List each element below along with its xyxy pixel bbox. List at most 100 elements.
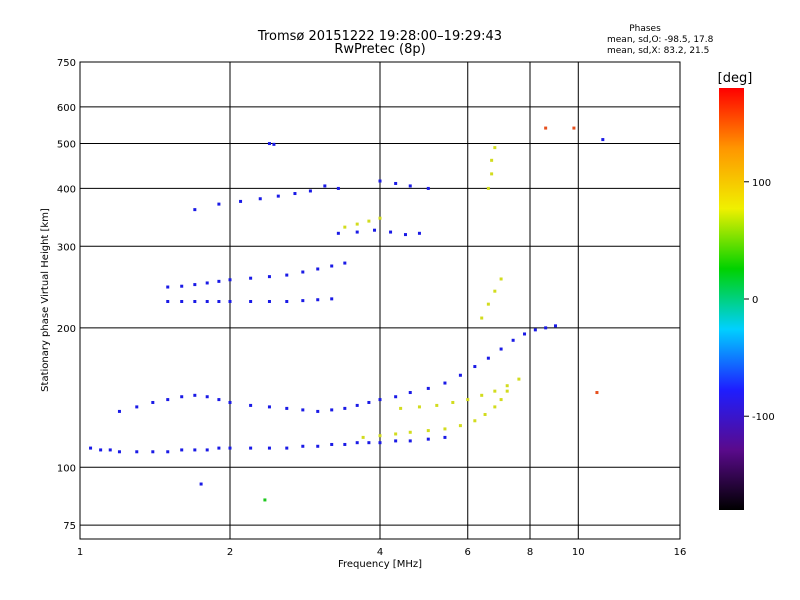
data-point — [336, 186, 340, 190]
data-point — [205, 448, 209, 452]
data-point — [486, 186, 490, 190]
data-point — [89, 446, 93, 450]
data-point — [316, 298, 320, 302]
data-point — [249, 403, 253, 407]
data-point — [361, 435, 365, 439]
stats-heading: Phases — [629, 24, 661, 34]
data-point — [443, 435, 447, 439]
data-point — [249, 299, 253, 303]
data-point — [394, 181, 398, 185]
data-point — [595, 391, 599, 395]
x-tick-label: 4 — [377, 547, 383, 558]
data-point — [473, 419, 477, 423]
data-point — [180, 395, 184, 399]
data-point — [267, 299, 271, 303]
data-point — [343, 225, 347, 229]
data-point — [180, 299, 184, 303]
data-point — [217, 279, 221, 283]
data-point — [493, 405, 497, 409]
data-point — [417, 405, 421, 409]
data-point — [355, 222, 359, 226]
data-point — [443, 381, 447, 385]
data-point — [523, 332, 527, 336]
data-point — [493, 289, 497, 293]
data-point — [408, 430, 412, 434]
x-axis-label: Frequency [MHz] — [338, 559, 422, 570]
data-point — [466, 398, 470, 402]
data-point — [301, 444, 305, 448]
data-point — [505, 384, 509, 388]
data-point — [473, 365, 477, 369]
data-point — [499, 277, 503, 281]
data-point — [408, 439, 412, 443]
colorbar-tick-label: 0 — [752, 295, 758, 306]
data-point — [367, 400, 371, 404]
data-point — [330, 264, 334, 268]
data-point — [343, 261, 347, 265]
data-point — [267, 405, 271, 409]
data-point — [367, 441, 371, 445]
colorbar — [719, 88, 744, 510]
x-tick-label: 6 — [465, 547, 471, 558]
data-point — [458, 373, 462, 377]
y-tick-label: 400 — [57, 184, 76, 195]
data-point — [378, 441, 382, 445]
data-point — [135, 450, 139, 454]
data-point — [493, 389, 497, 393]
x-tick-label: 2 — [227, 547, 233, 558]
y-tick-label: 300 — [57, 242, 76, 253]
data-point — [426, 429, 430, 433]
data-point — [205, 395, 209, 399]
data-point — [511, 338, 515, 342]
data-point — [572, 126, 576, 130]
y-tick-label: 500 — [57, 140, 76, 151]
data-point — [301, 408, 305, 412]
data-point — [301, 270, 305, 274]
data-point — [480, 393, 484, 397]
data-point — [330, 297, 334, 301]
data-point — [193, 299, 197, 303]
x-tick-label: 1 — [77, 547, 83, 558]
data-point — [378, 216, 382, 220]
data-point — [499, 347, 503, 351]
colorbar-label: [deg] — [718, 71, 753, 86]
data-point — [199, 482, 203, 486]
data-point — [180, 448, 184, 452]
x-tick-label: 10 — [572, 547, 585, 558]
data-point — [499, 398, 503, 402]
data-point — [193, 393, 197, 397]
data-point — [330, 408, 334, 412]
data-point — [180, 284, 184, 288]
data-point — [389, 230, 393, 234]
data-point — [544, 126, 548, 130]
data-point — [316, 267, 320, 271]
data-point — [378, 434, 382, 438]
data-point — [217, 202, 221, 206]
data-point — [285, 406, 289, 410]
data-point — [285, 299, 289, 303]
data-point — [135, 405, 139, 409]
data-point — [151, 400, 155, 404]
scatter-marks — [89, 126, 605, 502]
data-point — [258, 197, 262, 201]
plot-frame — [79, 61, 681, 540]
y-tick-label: 600 — [57, 103, 76, 114]
data-point — [217, 299, 221, 303]
data-point — [394, 395, 398, 399]
x-axis-ticks: 1 2 4 6 8 10 16 — [77, 547, 687, 558]
data-point — [193, 448, 197, 452]
data-point — [276, 194, 280, 198]
data-point — [151, 450, 155, 454]
stats-line-o: mean, sd,O: -98.5, 17.8 — [607, 35, 714, 45]
data-point — [426, 186, 430, 190]
data-point — [490, 158, 494, 162]
data-point — [553, 324, 557, 328]
y-axis-ticks: 75 100 200 300 400 500 600 750 — [57, 58, 76, 532]
data-point — [486, 356, 490, 360]
data-point — [408, 184, 412, 188]
colorbar-tick-label: 100 — [752, 178, 771, 189]
data-point — [323, 184, 327, 188]
data-point — [193, 283, 197, 287]
data-point — [533, 328, 537, 332]
data-point — [293, 192, 297, 196]
